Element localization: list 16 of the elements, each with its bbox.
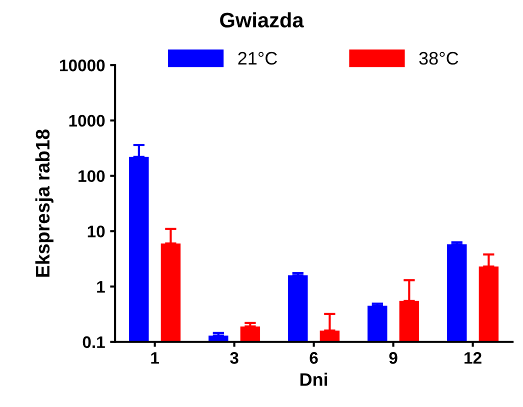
y-tick-label: 1 bbox=[97, 281, 105, 293]
y-tick-label: 0.1 bbox=[82, 336, 105, 348]
x-tick-label: 3 bbox=[230, 352, 238, 364]
legend-label: 21°C bbox=[238, 52, 278, 65]
legend-label: 38°C bbox=[419, 52, 458, 65]
chart-title: Gwiazda bbox=[220, 12, 304, 28]
y-axis-title: Ekspresja rab18 bbox=[35, 130, 54, 277]
x-tick-label: 9 bbox=[389, 352, 398, 364]
y-tick-label: 1000 bbox=[69, 114, 105, 127]
x-tick-label: 1 bbox=[151, 352, 159, 364]
y-tick-label: 100 bbox=[78, 170, 105, 182]
y-tick-label: 10000 bbox=[60, 60, 105, 72]
x-axis-title: Dni bbox=[300, 372, 328, 386]
x-tick-label: 12 bbox=[464, 352, 482, 364]
x-tick-label: 6 bbox=[310, 352, 318, 364]
y-tick-label: 10 bbox=[88, 226, 105, 238]
